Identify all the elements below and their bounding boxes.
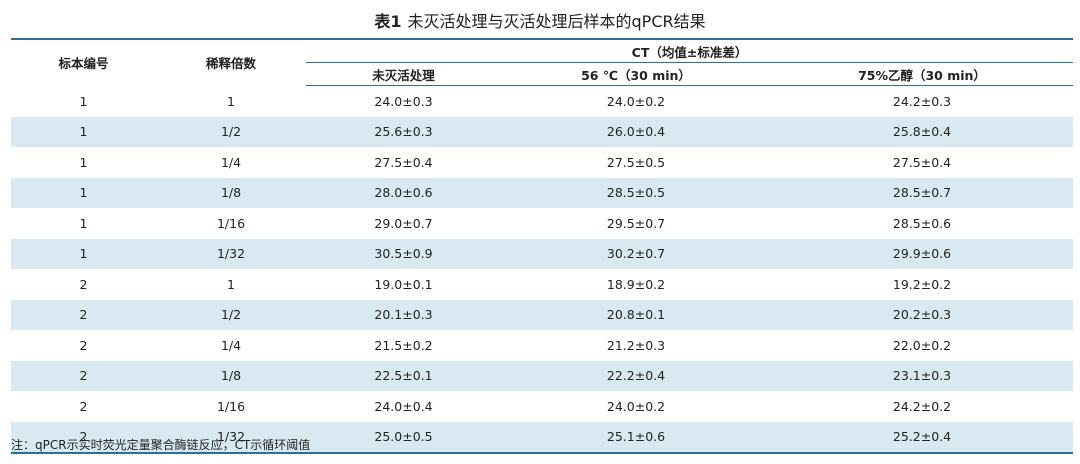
cell-56c: 21.2±0.3 — [606, 337, 666, 353]
cell-56c: 28.5±0.5 — [501, 177, 771, 208]
cell-56c: 26.0±0.4 — [501, 116, 771, 147]
table-row: 1 1/2 25.6±0.3 26.0±0.4 25.8±0.4 — [11, 116, 1073, 147]
cell-sample-no: 1 — [11, 238, 156, 269]
table-row: 1 1/8 28.0±0.6 28.5±0.5 28.5±0.7 — [11, 177, 1073, 208]
cell-untreated: 27.5±0.4 — [374, 154, 433, 170]
header-ethanol: 75%乙醇（30 min） — [771, 62, 1073, 86]
cell-dilution: 1/32 — [156, 238, 306, 269]
cell-sample-no: 1 — [79, 215, 88, 231]
cell-ethanol: 20.2±0.3 — [771, 299, 1073, 330]
table-row: 1 1 24.0±0.3 24.0±0.2 24.2±0.3 — [11, 86, 1073, 117]
header-ct-group: CT（均值±标准差） — [306, 38, 1073, 63]
cell-ethanol: 25.2±0.4 — [771, 421, 1073, 454]
table-row: 2 1/2 20.1±0.3 20.8±0.1 20.2±0.3 — [11, 299, 1073, 330]
cell-56c: 24.0±0.2 — [606, 398, 666, 414]
cell-sample-no: 2 — [79, 337, 88, 353]
cell-untreated: 28.0±0.6 — [306, 177, 501, 208]
cell-untreated: 22.5±0.1 — [306, 360, 501, 391]
table-caption: 未灭活处理与灭活处理后样本的qPCR结果 — [407, 12, 706, 31]
cell-untreated: 20.1±0.3 — [306, 299, 501, 330]
table-row: 2 1/4 21.5±0.2 21.2±0.3 22.0±0.2 — [11, 330, 1073, 361]
cell-ethanol: 19.2±0.2 — [892, 276, 952, 292]
table-row: 2 1/32 25.0±0.5 25.1±0.6 25.2±0.4 — [11, 421, 1073, 454]
cell-ethanol: 22.0±0.2 — [892, 337, 952, 353]
cell-dilution: 1 — [227, 276, 235, 292]
cell-untreated: 30.5±0.9 — [306, 238, 501, 269]
table-body: 1 1 24.0±0.3 24.0±0.2 24.2±0.3 1 1/2 25.6±0.3 26… — [11, 86, 1073, 454]
cell-ethanol: 24.2±0.2 — [892, 398, 952, 414]
cell-sample-no: 2 — [11, 299, 156, 330]
cell-sample-no: 2 — [11, 360, 156, 391]
cell-dilution: 1/2 — [156, 299, 306, 330]
cell-untreated: 25.6±0.3 — [306, 116, 501, 147]
cell-untreated: 24.0±0.4 — [374, 398, 433, 414]
cell-untreated: 29.0±0.7 — [374, 215, 433, 231]
table-row: 1 1/16 29.0±0.7 29.5±0.7 28.5±0.6 — [11, 208, 1073, 239]
table-row: 1 1/32 30.5±0.9 30.2±0.7 29.9±0.6 — [11, 238, 1073, 269]
table-title: 表1 未灭活处理与灭活处理后样本的qPCR结果 — [0, 8, 1080, 32]
cell-dilution: 1/8 — [156, 360, 306, 391]
cell-dilution: 1/4 — [220, 337, 242, 353]
table-row: 1 1/4 27.5±0.4 27.5±0.5 27.5±0.4 — [11, 147, 1073, 178]
cell-ethanol: 27.5±0.4 — [892, 154, 952, 170]
cell-untreated: 25.0±0.5 — [306, 421, 501, 454]
cell-56c: 22.2±0.4 — [501, 360, 771, 391]
cell-ethanol: 24.2±0.3 — [892, 93, 952, 109]
cell-ethanol: 23.1±0.3 — [771, 360, 1073, 391]
cell-untreated: 21.5±0.2 — [374, 337, 433, 353]
cell-sample-no: 1 — [11, 177, 156, 208]
cell-sample-no: 1 — [79, 93, 88, 109]
header-56c: 56 ℃（30 min） — [501, 62, 771, 86]
cell-sample-no: 2 — [79, 398, 88, 414]
cell-untreated: 19.0±0.1 — [374, 276, 433, 292]
cell-56c: 24.0±0.2 — [606, 93, 666, 109]
cell-dilution: 1/32 — [156, 421, 306, 454]
cell-dilution: 1/16 — [216, 215, 246, 231]
cell-56c: 27.5±0.5 — [606, 154, 666, 170]
cell-56c: 29.5±0.7 — [606, 215, 666, 231]
cell-dilution: 1/8 — [156, 177, 306, 208]
header-sample-no: 标本编号 — [11, 38, 156, 86]
table-row: 2 1 19.0±0.1 18.9±0.2 19.2±0.2 — [11, 269, 1073, 300]
cell-sample-no: 1 — [79, 154, 88, 170]
cell-dilution: 1 — [227, 93, 235, 109]
table-row: 2 1/8 22.5±0.1 22.2±0.4 23.1±0.3 — [11, 360, 1073, 391]
cell-sample-no: 2 — [79, 276, 88, 292]
header-row-1: 标本编号 稀释倍数 CT（均值±标准差） — [11, 38, 1073, 86]
cell-56c: 20.8±0.1 — [501, 299, 771, 330]
cell-56c: 25.1±0.6 — [501, 421, 771, 454]
table-row: 2 1/16 24.0±0.4 24.0±0.2 24.2±0.2 — [11, 391, 1073, 422]
cell-ethanol: 29.9±0.6 — [771, 238, 1073, 269]
cell-dilution: 1/2 — [156, 116, 306, 147]
cell-ethanol: 25.8±0.4 — [771, 116, 1073, 147]
cell-56c: 18.9±0.2 — [606, 276, 666, 292]
header-dilution: 稀释倍数 — [156, 38, 306, 86]
cell-sample-no: 1 — [11, 116, 156, 147]
cell-sample-no: 2 — [11, 421, 156, 454]
cell-ethanol: 28.5±0.6 — [892, 215, 952, 231]
table-number: 表1 — [374, 12, 402, 31]
cell-dilution: 1/16 — [216, 398, 246, 414]
cell-dilution: 1/4 — [220, 154, 242, 170]
cell-56c: 30.2±0.7 — [501, 238, 771, 269]
cell-ethanol: 28.5±0.7 — [771, 177, 1073, 208]
footnote: 注：qPCR示实时荧光定量聚合酶链反应，CT示循环阈值 — [11, 438, 311, 452]
results-table: 标本编号 稀释倍数 CT（均值±标准差） 未灭活处理 56 ℃（30 min） … — [11, 38, 1073, 454]
header-row-2: 未灭活处理 56 ℃（30 min） 75%乙醇（30 min） — [11, 62, 1073, 86]
cell-untreated: 24.0±0.3 — [374, 93, 433, 109]
header-untreated: 未灭活处理 — [306, 62, 501, 86]
